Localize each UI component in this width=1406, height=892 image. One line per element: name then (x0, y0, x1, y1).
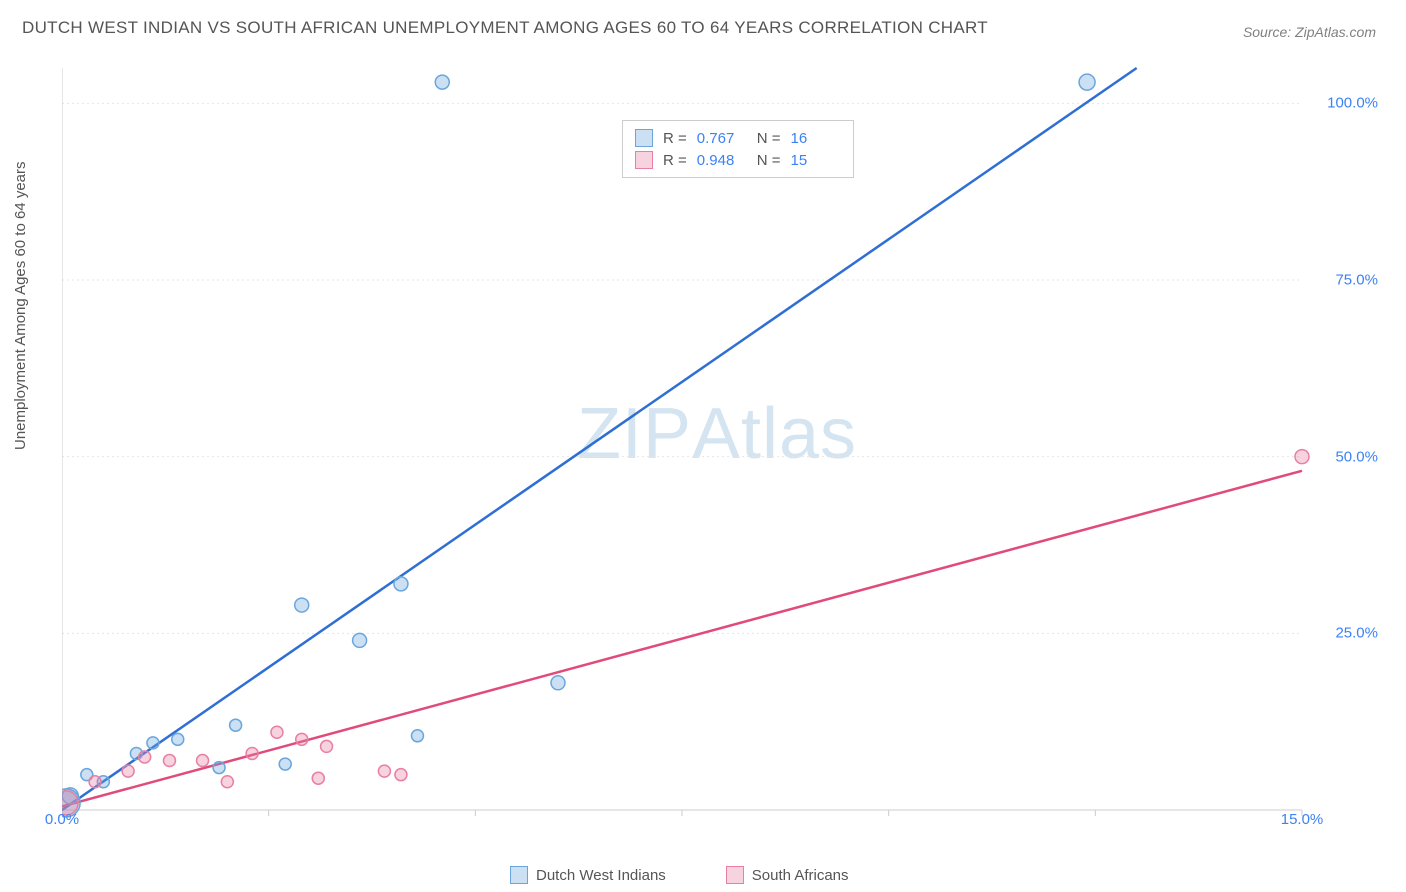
r-value: 0.767 (697, 130, 747, 147)
legend-stats-row: R = 0.948 N = 15 (635, 149, 841, 171)
bottom-legend-item: Dutch West Indians (510, 866, 666, 884)
legend-stats-row: R = 0.767 N = 16 (635, 127, 841, 149)
source-attribution: Source: ZipAtlas.com (1243, 24, 1376, 40)
n-label: N = (757, 130, 781, 147)
r-value: 0.948 (697, 152, 747, 169)
y-tick-label: 25.0% (1335, 625, 1378, 642)
chart-area: ZIPAtlas R =0.767N =16R =0.948N =15 25.0… (62, 60, 1372, 840)
y-tick-label: 50.0% (1335, 448, 1378, 465)
chart-title: DUTCH WEST INDIAN VS SOUTH AFRICAN UNEMP… (22, 18, 988, 38)
bottom-legend-item: South Africans (726, 866, 849, 884)
legend-swatch (635, 151, 653, 169)
legend-swatch (726, 866, 744, 884)
legend-stats-box: R = 0.767 N = 16 R = 0.948 N = 15 (622, 120, 854, 178)
y-axis-label: Unemployment Among Ages 60 to 64 years (12, 161, 29, 450)
legend-label: South Africans (752, 867, 849, 884)
legend-swatch (510, 866, 528, 884)
y-tick-label: 75.0% (1335, 272, 1378, 289)
n-label: N = (757, 152, 781, 169)
bottom-legend: Dutch West Indians South Africans (510, 866, 849, 884)
r-label: R = (663, 152, 687, 169)
y-tick-label: 100.0% (1327, 95, 1378, 112)
n-value: 15 (791, 152, 841, 169)
r-label: R = (663, 130, 687, 147)
x-tick-label: 15.0% (1281, 811, 1324, 828)
legend-swatch (635, 129, 653, 147)
x-tick-label: 0.0% (45, 811, 79, 828)
n-value: 16 (791, 130, 841, 147)
legend-label: Dutch West Indians (536, 867, 666, 884)
